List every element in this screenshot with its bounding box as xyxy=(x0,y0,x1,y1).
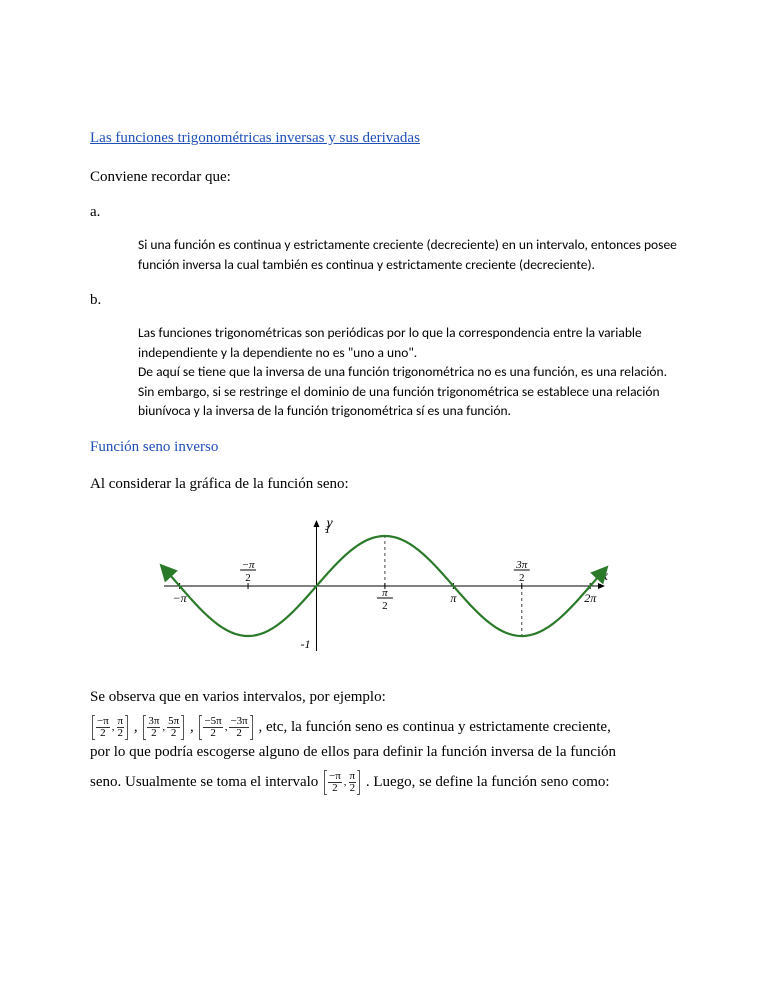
main-interval: −π2,π2 xyxy=(322,774,362,790)
svg-text:2: 2 xyxy=(245,572,251,584)
svg-text:π: π xyxy=(450,591,457,605)
list-b-line2: De aquí se tiene que la inversa de una f… xyxy=(138,363,667,380)
tail3b: . Luego, se define la función seno como: xyxy=(366,774,610,790)
tail2: por lo que podría escogerse alguno de el… xyxy=(90,744,616,760)
closing-line: seno. Usualmente se toma el intervalo −π… xyxy=(90,770,678,795)
svg-text:2: 2 xyxy=(382,600,388,612)
tail3a: seno. Usualmente se toma el intervalo xyxy=(90,774,322,790)
chart-intro: Al considerar la gráfica de la función s… xyxy=(90,476,678,493)
tail1: , etc, la función seno es continua y est… xyxy=(258,719,610,735)
list-b-line1: Las funciones trigonométricas son periód… xyxy=(138,324,642,361)
list-b-line3: Sin embargo, si se restringe el dominio … xyxy=(138,383,660,420)
list-body-a: Si una función es continua y estrictamen… xyxy=(138,235,678,274)
sine-svg: xy1-1−π−π2π2π3π22π xyxy=(154,511,614,661)
intervals-list: −π2,π2 , 3π2,5π2 , −5π2,−3π2 xyxy=(90,719,258,735)
svg-text:2: 2 xyxy=(519,572,525,584)
intervals-paragraph: −π2,π2 , 3π2,5π2 , −5π2,−3π2 , etc, la f… xyxy=(90,715,678,764)
list-body-b: Las funciones trigonométricas son periód… xyxy=(138,323,678,421)
page-title: Las funciones trigonométricas inversas y… xyxy=(90,130,678,147)
intro-text: Conviene recordar que: xyxy=(90,169,678,186)
svg-text:1: 1 xyxy=(324,522,330,536)
after-chart-text: Se observa que en varios intervalos, por… xyxy=(90,685,678,709)
document-page: Las funciones trigonométricas inversas y… xyxy=(0,0,768,994)
svg-text:2π: 2π xyxy=(584,591,597,605)
list-marker-a: a. xyxy=(90,204,678,221)
svg-text:π: π xyxy=(382,587,388,599)
list-marker-b: b. xyxy=(90,292,678,309)
section-subtitle: Función seno inverso xyxy=(90,439,678,456)
svg-text:−π: −π xyxy=(242,559,255,571)
svg-text:-1: -1 xyxy=(300,637,310,651)
sine-chart: xy1-1−π−π2π2π3π22π xyxy=(90,511,678,661)
svg-text:3π: 3π xyxy=(515,559,528,571)
